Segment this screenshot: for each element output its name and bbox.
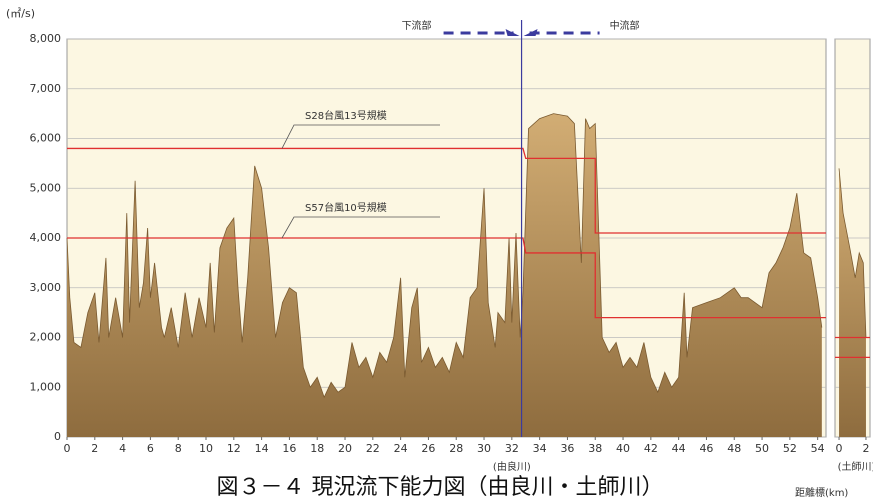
x-tick-label: 32 (505, 442, 519, 455)
x-axis-label: (土師川) (838, 460, 873, 473)
area-line (838, 168, 867, 338)
x-tick-label: 42 (644, 442, 658, 455)
y-tick-label: 8,000 (30, 32, 62, 45)
x-tick-label: 22 (366, 442, 380, 455)
x-tick-label: 48 (727, 442, 741, 455)
annotation-leader (281, 124, 440, 149)
y-tick-label: 5,000 (30, 181, 62, 194)
y-tick-label: 7,000 (30, 82, 62, 95)
capacity-line (67, 147, 826, 234)
x-axis-label: (由良川) (493, 460, 531, 473)
y-tick-label: 1,000 (30, 380, 62, 393)
x-tick-label: 10 (199, 442, 213, 455)
x-tick-label: 6 (147, 442, 154, 455)
y-tick-label: 2,000 (30, 331, 62, 344)
x-tick-label: 46 (699, 442, 713, 455)
annotation: S57台風10号規模 (305, 201, 387, 214)
x-tick-label: 18 (310, 442, 324, 455)
x-tick-label: 26 (421, 442, 435, 455)
distance-label: 距離標(km) (795, 486, 848, 499)
y-tick-label: 6,000 (30, 132, 62, 145)
y-tick-label: 0 (54, 430, 61, 443)
x-tick-label: 0 (64, 442, 71, 455)
area-line (66, 113, 823, 399)
caption: 図３－４ 現況流下能力図（由良川・土師川） (217, 475, 664, 500)
annotation: S28台風13号規模 (305, 109, 387, 122)
x-tick-label: 8 (175, 442, 182, 455)
y-axis-label: (㎥/s) (6, 7, 35, 20)
x-tick-label: 4 (119, 442, 126, 455)
x-tick-label: 36 (560, 442, 574, 455)
capacity-line (67, 237, 826, 319)
divider-label: 中流部 (610, 19, 640, 32)
y-tick-label: 3,000 (30, 281, 62, 294)
divider-label: 下流部 (402, 19, 432, 32)
x-tick-label: 28 (449, 442, 463, 455)
y-tick-label: 4,000 (30, 231, 62, 244)
x-tick-label: 14 (255, 442, 269, 455)
x-tick-label: 12 (227, 442, 241, 455)
x-tick-label: 44 (672, 442, 686, 455)
area-fill (839, 168, 866, 437)
area-fill (67, 113, 822, 437)
x-tick-label: 52 (783, 442, 797, 455)
x-tick-label: 2 (91, 442, 98, 455)
x-tick-label: 34 (533, 442, 547, 455)
x-tick-label: 20 (338, 442, 352, 455)
x-tick-label: 24 (394, 442, 408, 455)
x-tick-label: 0 (836, 442, 843, 455)
arrow-head (505, 29, 538, 36)
annotation-leader (281, 216, 440, 239)
x-tick-label: 38 (588, 442, 602, 455)
x-tick-label: 50 (755, 442, 769, 455)
x-tick-label: 2 (862, 442, 869, 455)
x-tick-label: 16 (282, 442, 296, 455)
x-tick-label: 30 (477, 442, 491, 455)
x-tick-label: 40 (616, 442, 630, 455)
x-tick-label: 54 (811, 442, 825, 455)
